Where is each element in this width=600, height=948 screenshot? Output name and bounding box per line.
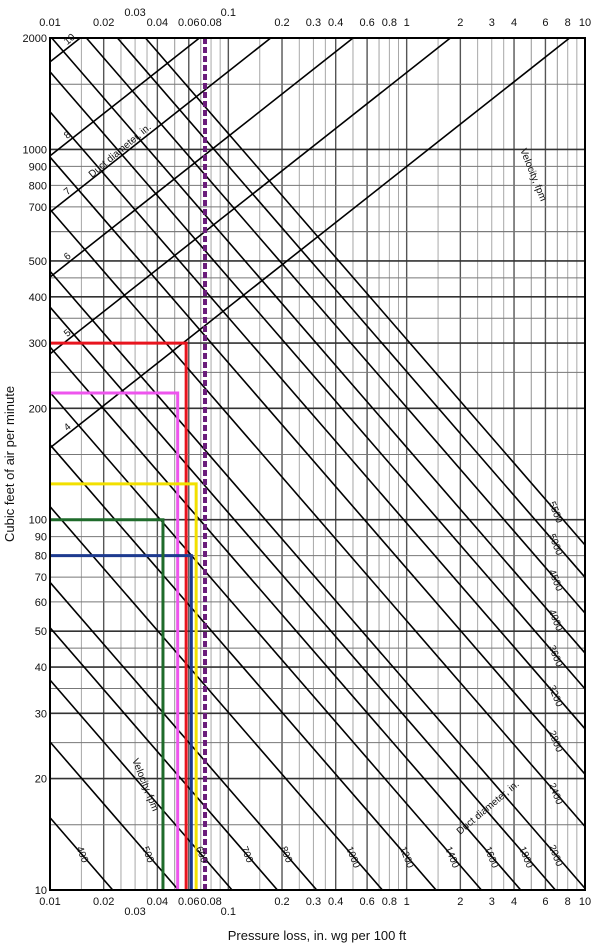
y-tick-label: 40 [35,662,47,674]
x-tick-label-bottom: 0.3 [306,896,321,908]
y-tick-label: 300 [29,338,47,350]
x-tick-label-bottom: 0.8 [382,896,397,908]
velocity-line [49,346,522,891]
x-tick-label-top: 10 [579,17,591,29]
y-axis-label: Cubic feet of air per minute [2,386,17,542]
duct-diameter-label: 4 [62,421,74,433]
series-lines [50,38,208,890]
x-tick-label-top: 0.8 [382,17,397,29]
x-tick-label-bottom: 6 [542,896,548,908]
y-tick-label: 70 [35,572,47,584]
velocity-line [51,37,586,654]
y-tick-label: 80 [35,551,47,563]
x-tick-label-top: 2 [457,17,463,29]
x-tick-label-bottom: 0.08 [200,896,221,908]
x-tick-label-bottom: 0.06 [178,896,199,908]
x-tick-label-top: 0.03 [124,7,145,19]
y-tick-label: 200 [29,403,47,415]
plot-frame [49,37,586,891]
x-tick-label-bottom: 10 [579,896,591,908]
x-tick-label-bottom: 0.03 [124,906,145,918]
velocity-line [49,391,483,891]
y-tick-label: 1000 [23,144,47,156]
x-tick-label-bottom: 0.2 [274,896,289,908]
x-tick-label-bottom: 0.02 [93,896,114,908]
velocity-line [49,156,586,775]
duct-diameter-line [49,37,200,157]
x-tick-label-top: 0.02 [93,17,114,29]
reading-line [50,518,165,890]
x-tick-label-top: 3 [489,17,495,29]
x-tick-label-top: 0.1 [221,7,236,19]
duct-diameter-label: 5 [62,327,74,339]
x-tick-label-bottom: 0.04 [147,896,168,908]
duct-diameter-line [49,37,272,213]
x-tick-label-top: 0.6 [359,17,374,29]
x-tick-label-bottom: 1 [404,896,410,908]
y-tick-label: 900 [29,161,47,173]
plot-background [50,38,585,890]
x-tick-label-top: 0.01 [39,17,60,29]
y-tick-label: 30 [35,708,47,720]
velocity-line [49,817,114,891]
x-tick-label-top: 8 [565,17,571,29]
x-tick-label-top: 0.4 [328,17,343,29]
velocity-line [49,506,384,891]
duct-diameter-label: 8 [62,129,74,141]
duct-diameter-line [49,37,451,355]
duct-diameter-line [49,37,571,449]
reading-line [50,482,198,890]
x-tick-label-bottom: 3 [489,896,495,908]
velocity-line [49,741,180,891]
tick-labels: 0.01 0.020.030.04 0.06 0.080.10.2 0.3 0.4 0.6 0… [23,7,592,918]
reading-line [50,554,193,890]
velocity-line [144,37,586,546]
x-tick-label-top: 0.2 [274,17,289,29]
y-tick-label: 10 [35,885,47,897]
y-tick-label: 60 [35,597,47,609]
duct-diameter-label: 6 [62,250,74,262]
velocity-line [49,581,318,891]
y-tick-label: 700 [29,202,47,214]
velocity-line [49,270,586,889]
x-axis-label: Pressure loss, in. wg per 100 ft [228,928,407,943]
velocity-line [49,208,586,828]
x-tick-label-bottom: 8 [565,896,571,908]
y-tick-label: 20 [35,774,47,786]
x-tick-label-bottom: 0.01 [39,896,60,908]
y-tick-label: 50 [35,626,47,638]
y-tick-label: 100 [29,515,47,527]
velocity-line [49,679,233,891]
x-tick-label-top: 0.08 [200,17,221,29]
x-tick-label-bottom: 0.6 [359,896,374,908]
y-tick-label: 2000 [23,33,47,45]
velocity-line [49,71,586,690]
x-tick-label-top: 0.04 [147,17,168,29]
duct-diameter-line [49,37,354,278]
x-tick-label-bottom: 0.4 [328,896,343,908]
y-tick-label: 500 [29,256,47,268]
y-tick-label: 800 [29,180,47,192]
diagonal-lines [49,37,586,891]
y-tick-label: 400 [29,292,47,304]
velocity-line [85,37,586,614]
duct-diameter-line [49,37,81,63]
x-tick-label-top: 0.3 [306,17,321,29]
velocity-line [116,37,586,578]
y-tick-label: 90 [35,532,47,544]
x-tick-label-bottom: 2 [457,896,463,908]
x-tick-label-top: 0.06 [178,17,199,29]
duct-diameter-label: 7 [62,186,74,198]
velocity-line [49,306,556,891]
x-tick-label-bottom: 4 [511,896,517,908]
x-tick-label-top: 6 [542,17,548,29]
reading-line [50,341,188,890]
x-tick-label-bottom: 0.1 [221,906,236,918]
velocity-line [49,111,586,730]
grid [49,37,586,891]
x-tick-label-top: 4 [511,17,517,29]
reading-line [50,391,180,890]
x-tick-label-top: 1 [404,17,410,29]
